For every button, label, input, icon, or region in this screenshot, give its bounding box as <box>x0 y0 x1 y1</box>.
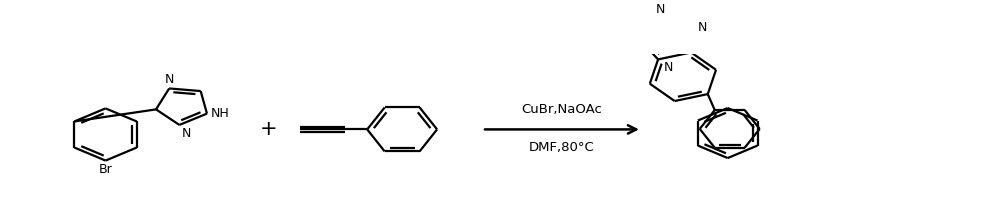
Text: +: + <box>260 119 277 139</box>
Text: N: N <box>181 127 191 140</box>
Text: NH: NH <box>211 107 230 120</box>
Text: CuBr,NaOAc: CuBr,NaOAc <box>521 103 602 116</box>
Text: N: N <box>664 61 673 74</box>
Text: N: N <box>655 3 665 16</box>
Text: DMF,80°C: DMF,80°C <box>529 141 595 154</box>
Text: Br: Br <box>99 164 112 177</box>
Text: N: N <box>697 21 707 34</box>
Text: N: N <box>164 73 174 86</box>
